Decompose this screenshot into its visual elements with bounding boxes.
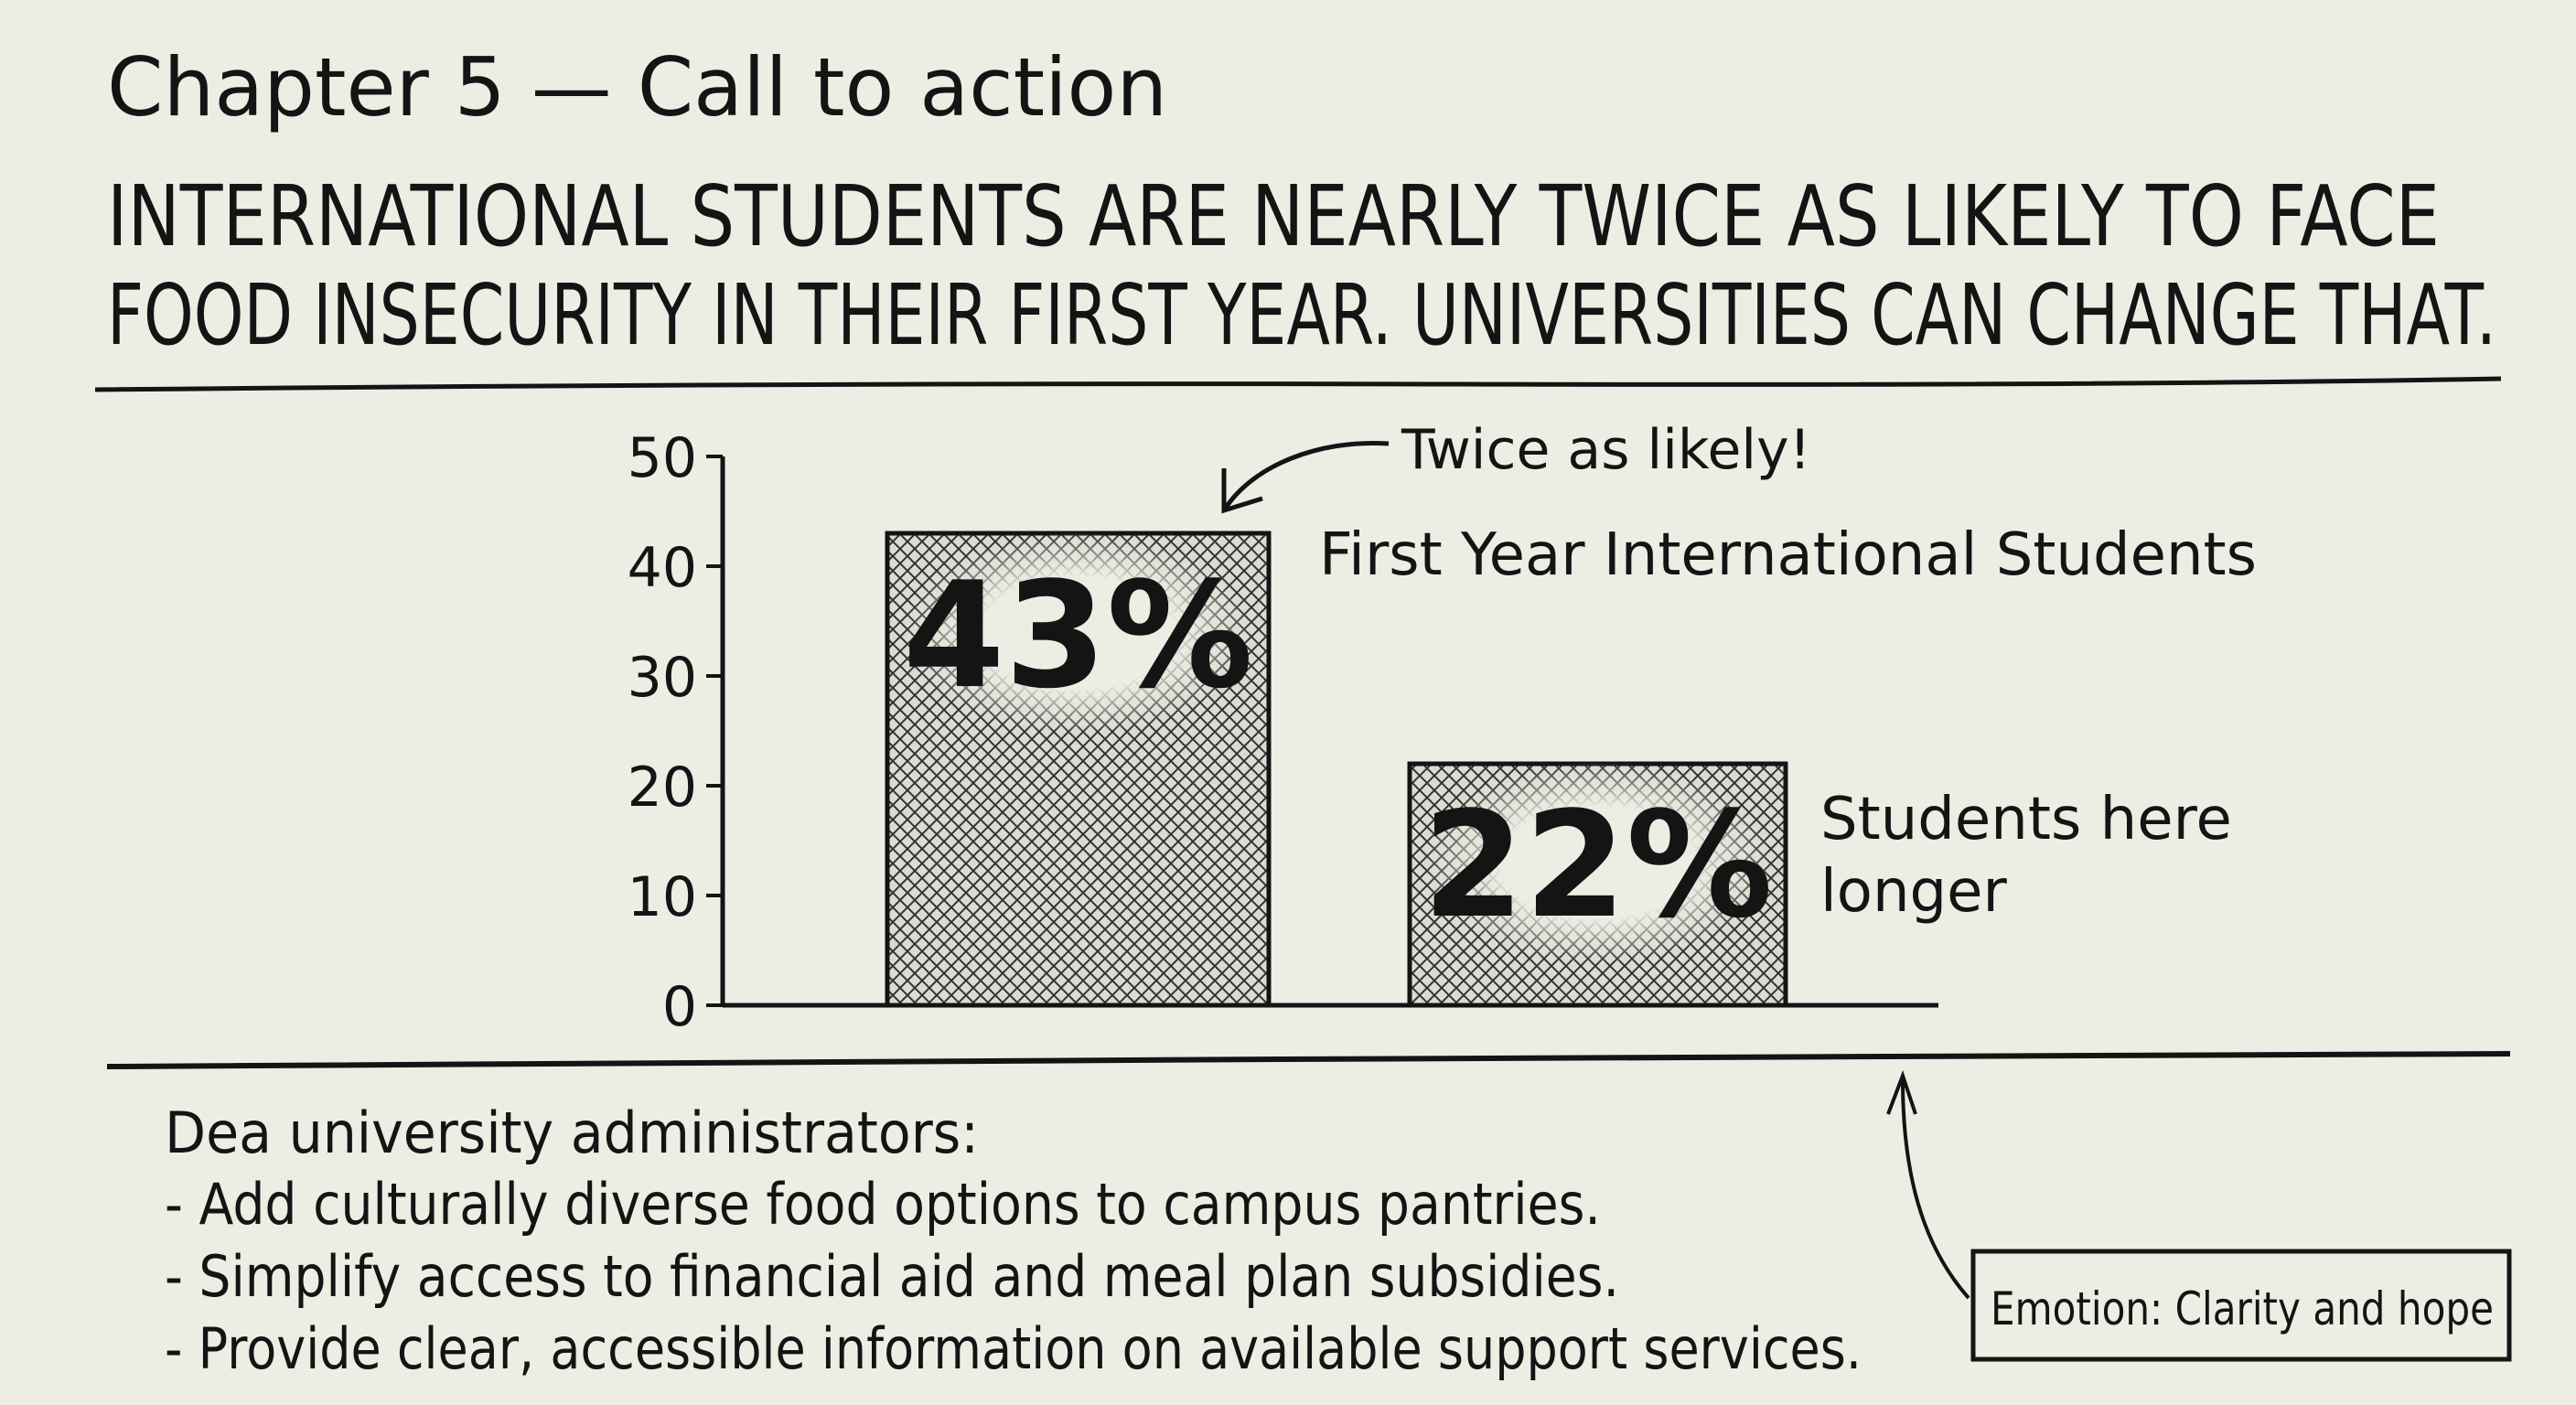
category-label: First Year International Students [1319,521,2257,589]
y-tick-label: 50 [628,426,697,490]
emotion-note: Emotion: Clarity and hope [1991,1282,2494,1335]
y-tick-label: 20 [628,756,697,820]
data-label: 43% [903,550,1253,721]
action-item-1: - Add culturally diverse food options to… [165,1171,1601,1238]
y-tick-label: 10 [628,865,697,929]
emotion-note-box [1970,1249,2512,1362]
action-item-2: - Simplify access to financial aid and m… [165,1243,1619,1310]
category-label: longer [1820,858,2008,926]
y-tick-label: 0 [662,975,697,1039]
chapter-title: Chapter 5 — Call to action [107,40,1167,134]
arrow-up-icon [1886,1070,1970,1300]
category-label: Students here [1820,786,2232,853]
salutation: Dea university administrators: [165,1099,979,1166]
top-divider [94,376,2502,392]
action-item-3: - Provide clear, accessible information … [165,1315,1862,1382]
bar-chart: 0 10 20 30 40 50 43% 22% First Year Internationa… [628,418,2257,1039]
headline-line-2: FOOD INSECURITY IN THEIR FIRST YEAR. UNI… [107,266,2496,364]
data-label: 22% [1422,779,1773,950]
y-tick-label: 40 [628,536,697,600]
y-tick-label: 30 [628,646,697,710]
annotation-arrow-icon [1221,440,1390,514]
data-label-backdrop [1423,762,1772,963]
annotation: Twice as likely! [1401,418,1811,482]
bottom-divider [106,1051,2511,1069]
headline-line-1: INTERNATIONAL STUDENTS ARE NEARLY TWICE … [107,167,2440,265]
data-label-backdrop [904,532,1252,734]
